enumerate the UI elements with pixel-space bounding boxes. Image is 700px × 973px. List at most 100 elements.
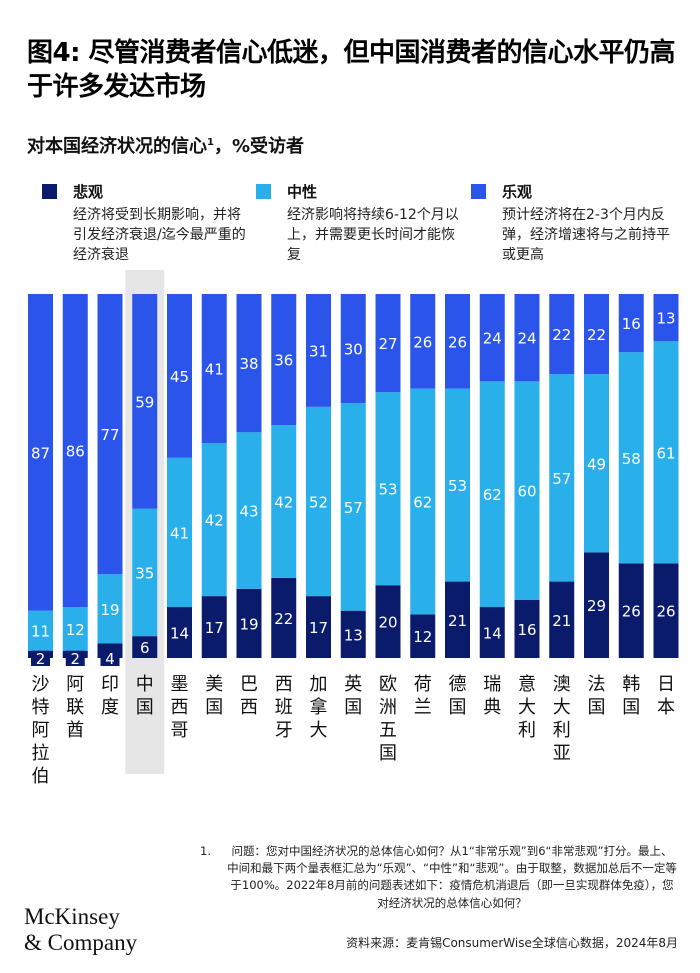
data-label: 22	[274, 610, 293, 628]
data-label: 26	[448, 333, 467, 351]
bar-segment	[514, 599, 540, 658]
bar-segment	[97, 574, 123, 644]
bar-segment	[514, 294, 540, 382]
data-label: 77	[100, 426, 119, 444]
category-label: 荷兰	[414, 674, 432, 718]
logo-line-1: McKinsey	[24, 904, 120, 929]
bar-segment	[167, 294, 192, 458]
data-label: 4	[105, 650, 115, 668]
footnote-number: 1.	[200, 844, 211, 858]
data-label: 20	[378, 614, 397, 632]
data-label: 41	[205, 361, 224, 379]
data-label-box	[65, 646, 85, 666]
data-label: 52	[309, 493, 328, 511]
bar-segment	[410, 388, 436, 615]
bar-segment	[653, 294, 679, 342]
data-label: 57	[344, 499, 363, 517]
bar-segment	[132, 636, 158, 658]
data-label: 6	[140, 639, 150, 657]
subtitle-unit: ，%受访者	[213, 136, 305, 157]
data-label: 43	[239, 503, 258, 521]
category-label: 韩国	[622, 674, 640, 718]
data-label: 17	[205, 619, 224, 637]
bar-segment	[375, 294, 401, 393]
bar-segment	[132, 508, 158, 637]
data-label: 31	[309, 342, 328, 360]
bar-segment	[479, 381, 505, 608]
data-label: 12	[413, 628, 432, 646]
bar-segment	[653, 341, 679, 564]
bar-segment	[340, 294, 366, 404]
category-label: 英国	[344, 674, 362, 718]
bar-segment	[549, 374, 575, 582]
bar-segment	[410, 614, 436, 658]
bar-segment	[97, 294, 123, 575]
data-label: 26	[622, 603, 641, 621]
category-label: 中国	[136, 674, 154, 718]
mckinsey-logo: McKinsey & Company	[24, 904, 137, 956]
data-label: 41	[170, 524, 189, 542]
footnote-text: 问题：您对中国经济状况的总体信心如何？从1“非常乐观”到6“非常悲观”打分。最上…	[227, 844, 677, 910]
data-label: 36	[274, 352, 293, 370]
data-label: 57	[552, 470, 571, 488]
bar-segment	[306, 596, 331, 658]
category-label: 巴西	[240, 674, 258, 718]
data-label: 42	[205, 512, 224, 530]
data-label: 49	[587, 455, 606, 473]
data-label: 19	[239, 615, 258, 633]
data-label: 13	[656, 310, 675, 328]
chart-title: 图4: 尽管消费者信心低迷，但中国消费者的信心水平仍高于许多发达市场	[27, 38, 676, 102]
data-label: 62	[483, 486, 502, 504]
bar-segment	[62, 607, 88, 651]
legend-label: 中性	[287, 183, 318, 201]
data-label: 14	[170, 625, 189, 643]
data-label: 22	[587, 326, 606, 344]
chart-subtitle: 对本国经济状况的信心1，%受访者	[27, 132, 304, 158]
data-label: 53	[448, 477, 467, 495]
category-label: 加拿大	[310, 674, 328, 741]
bar-segment	[375, 585, 401, 658]
bar-segment	[132, 294, 158, 509]
data-label: 26	[413, 333, 432, 351]
bar-segment	[28, 294, 53, 611]
bar-segment	[236, 588, 262, 658]
bar-segment	[271, 425, 297, 578]
bar-segment	[653, 563, 679, 658]
bar-segment	[410, 294, 436, 389]
bar-segment	[306, 406, 331, 597]
data-label: 21	[552, 612, 571, 630]
bar-segment	[584, 374, 609, 553]
bar-segment	[618, 294, 644, 353]
bar-segment	[236, 294, 262, 433]
bar-segment	[618, 563, 644, 658]
category-label: 澳大利亚	[553, 674, 571, 764]
bar-segment	[167, 457, 192, 608]
legend-swatch-pessimistic	[42, 184, 57, 199]
legend-swatch-neutral	[256, 184, 271, 199]
data-label: 13	[344, 626, 363, 644]
data-label-box	[31, 646, 50, 666]
bar-segment	[445, 388, 470, 582]
data-label: 35	[135, 564, 154, 582]
data-label: 2	[36, 650, 46, 668]
data-label: 22	[552, 326, 571, 344]
legend-description: 经济影响将持续6-12个月以上，并需要更长时间才能恢复	[287, 207, 459, 263]
category-label: 阿联酋	[66, 674, 84, 741]
data-label: 27	[378, 335, 397, 353]
category-label: 欧洲五国	[379, 674, 397, 764]
legend-label: 乐观	[502, 183, 533, 201]
data-label: 62	[413, 493, 432, 511]
data-label: 59	[135, 393, 154, 411]
logo-line-2: & Company	[24, 930, 138, 955]
category-label: 美国	[205, 674, 223, 718]
category-label: 法国	[588, 674, 606, 718]
bar-segment	[201, 294, 227, 444]
bar-segment	[445, 294, 470, 389]
data-label: 24	[483, 330, 502, 348]
bar-segment	[549, 294, 575, 375]
bar-segment	[306, 294, 331, 407]
legend-swatch-optimistic	[471, 184, 486, 199]
data-label: 29	[587, 597, 606, 615]
data-label: 38	[239, 355, 258, 373]
data-label-box	[100, 646, 120, 666]
